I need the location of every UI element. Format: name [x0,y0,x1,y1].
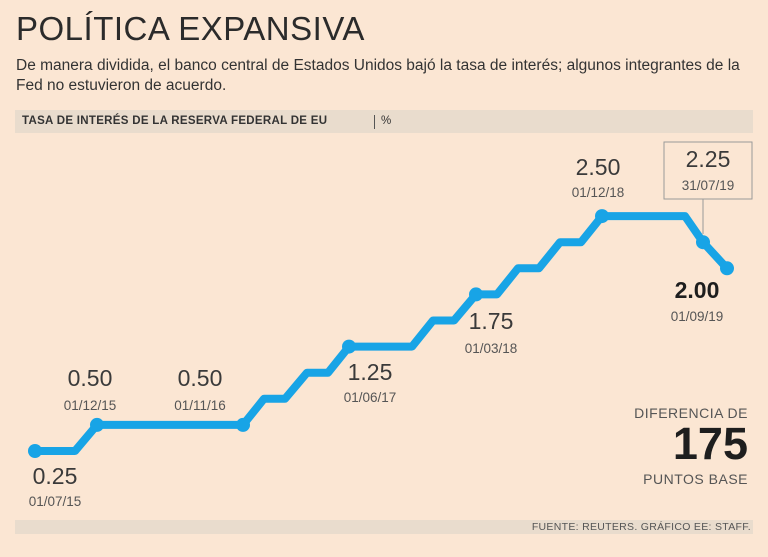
label-group: 0.25 01/07/15 0.50 01/12/15 0.50 01/11/16 1.25… [29,146,735,509]
rate-marker-1 [90,417,104,432]
callout-box [663,141,753,200]
rate-marker-4 [469,287,483,302]
data-label-date-7: 01/09/19 [671,309,724,324]
data-label-date-5: 01/12/18 [572,185,625,200]
footer-bar: FUENTE: REUTERS. GRÁFICO EE: STAFF. [15,520,753,534]
page-title: POLÍTICA EXPANSIVA [16,10,365,47]
data-label-date-3: 01/06/17 [344,390,397,405]
data-label-date-1: 01/12/15 [64,398,117,413]
rate-marker-6 [696,235,710,250]
header-divider [374,115,375,129]
data-label-value-3: 1.25 [348,359,393,385]
rate-marker-0 [28,444,42,458]
data-label-date-0: 01/07/15 [29,494,82,509]
data-label-date-6: 31/07/19 [682,178,735,193]
data-label-value-5: 2.50 [576,154,621,180]
rate-marker-7 [720,261,734,276]
data-label-value-7: 2.00 [675,277,720,303]
callout-group [663,141,753,234]
rate-line [31,212,731,455]
data-label-value-6: 2.25 [686,146,731,172]
difference-unit: PUNTOS BASE [643,471,748,487]
rate-marker-3 [342,339,356,354]
rate-marker-5 [595,209,609,224]
chart-title: TASA DE INTERÉS DE LA RESERVA FEDERAL DE… [22,115,328,127]
data-label-date-2: 01/11/16 [174,398,226,413]
difference-value: 175 [672,418,748,469]
page-subtitle: De manera dividida, el banco central de … [16,57,740,94]
data-label-value-1: 0.50 [68,365,113,391]
data-label-value-2: 0.50 [178,365,223,391]
data-label-value-0: 0.25 [33,463,78,489]
chart-unit: % [381,115,392,127]
difference-label: DIFERENCIA DE [634,405,748,421]
chart-header-bar: TASA DE INTERÉS DE LA RESERVA FEDERAL DE… [15,110,753,133]
data-label-date-4: 01/03/18 [465,341,518,356]
rate-marker-2 [236,417,250,432]
data-label-value-4: 1.75 [469,308,514,334]
source-note: FUENTE: REUTERS. GRÁFICO EE: STAFF. [531,521,751,533]
marker-group [28,209,734,458]
